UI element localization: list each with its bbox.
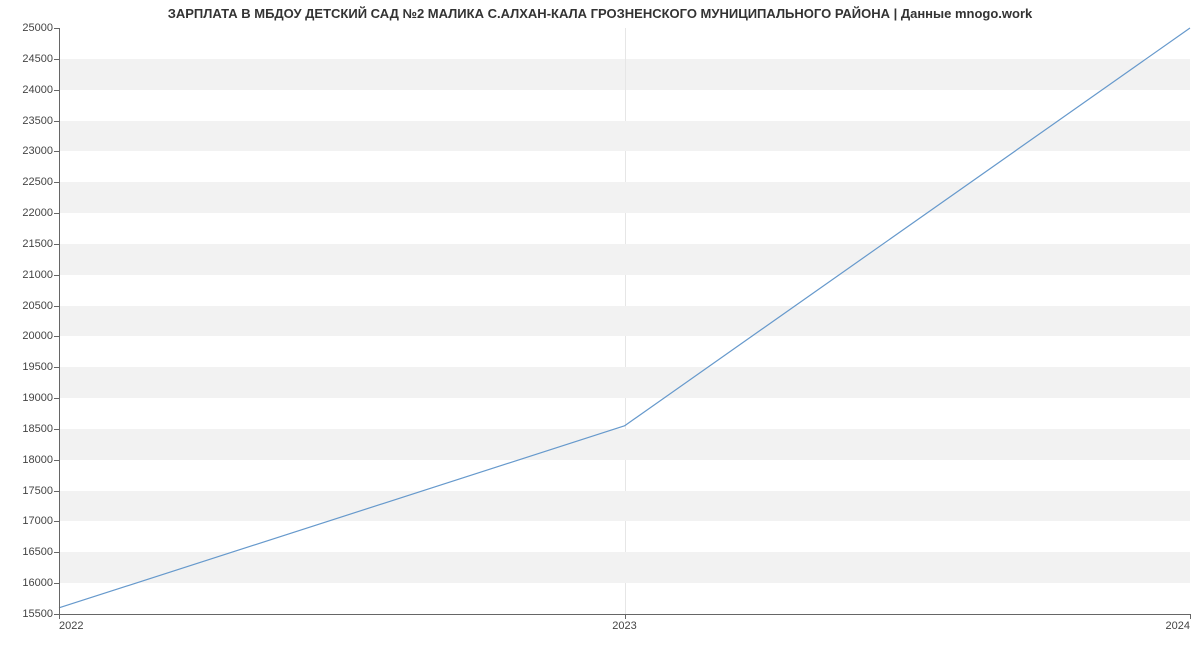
x-axis-line xyxy=(59,614,1190,615)
y-tick-label: 21000 xyxy=(22,269,53,281)
y-tick-label: 25000 xyxy=(22,22,53,34)
x-tick-label: 2024 xyxy=(1166,620,1190,632)
y-tick-label: 20500 xyxy=(22,300,53,312)
x-tick-mark xyxy=(1190,614,1191,619)
y-tick-label: 19000 xyxy=(22,392,53,404)
x-tick-label: 2022 xyxy=(59,620,83,632)
y-tick-label: 18500 xyxy=(22,423,53,435)
y-axis-line xyxy=(59,28,60,614)
y-tick-label: 21500 xyxy=(22,238,53,250)
series-line-salary xyxy=(59,28,1190,608)
y-tick-label: 17500 xyxy=(22,485,53,497)
y-tick-label: 16000 xyxy=(22,577,53,589)
chart-title: ЗАРПЛАТА В МБДОУ ДЕТСКИЙ САД №2 МАЛИКА С… xyxy=(0,6,1200,21)
y-tick-label: 15500 xyxy=(22,608,53,620)
y-tick-label: 24500 xyxy=(22,53,53,65)
y-tick-label: 23000 xyxy=(22,145,53,157)
y-tick-label: 18000 xyxy=(22,454,53,466)
y-tick-label: 17000 xyxy=(22,515,53,527)
y-tick-label: 22000 xyxy=(22,207,53,219)
plot-area: 1550016000165001700017500180001850019000… xyxy=(59,28,1190,614)
salary-line-chart: ЗАРПЛАТА В МБДОУ ДЕТСКИЙ САД №2 МАЛИКА С… xyxy=(0,0,1200,650)
y-tick-label: 16500 xyxy=(22,546,53,558)
y-tick-label: 20000 xyxy=(22,330,53,342)
y-tick-label: 24000 xyxy=(22,84,53,96)
y-tick-label: 23500 xyxy=(22,115,53,127)
y-tick-label: 22500 xyxy=(22,176,53,188)
line-layer xyxy=(59,28,1190,614)
x-tick-label: 2023 xyxy=(612,620,636,632)
y-tick-label: 19500 xyxy=(22,361,53,373)
